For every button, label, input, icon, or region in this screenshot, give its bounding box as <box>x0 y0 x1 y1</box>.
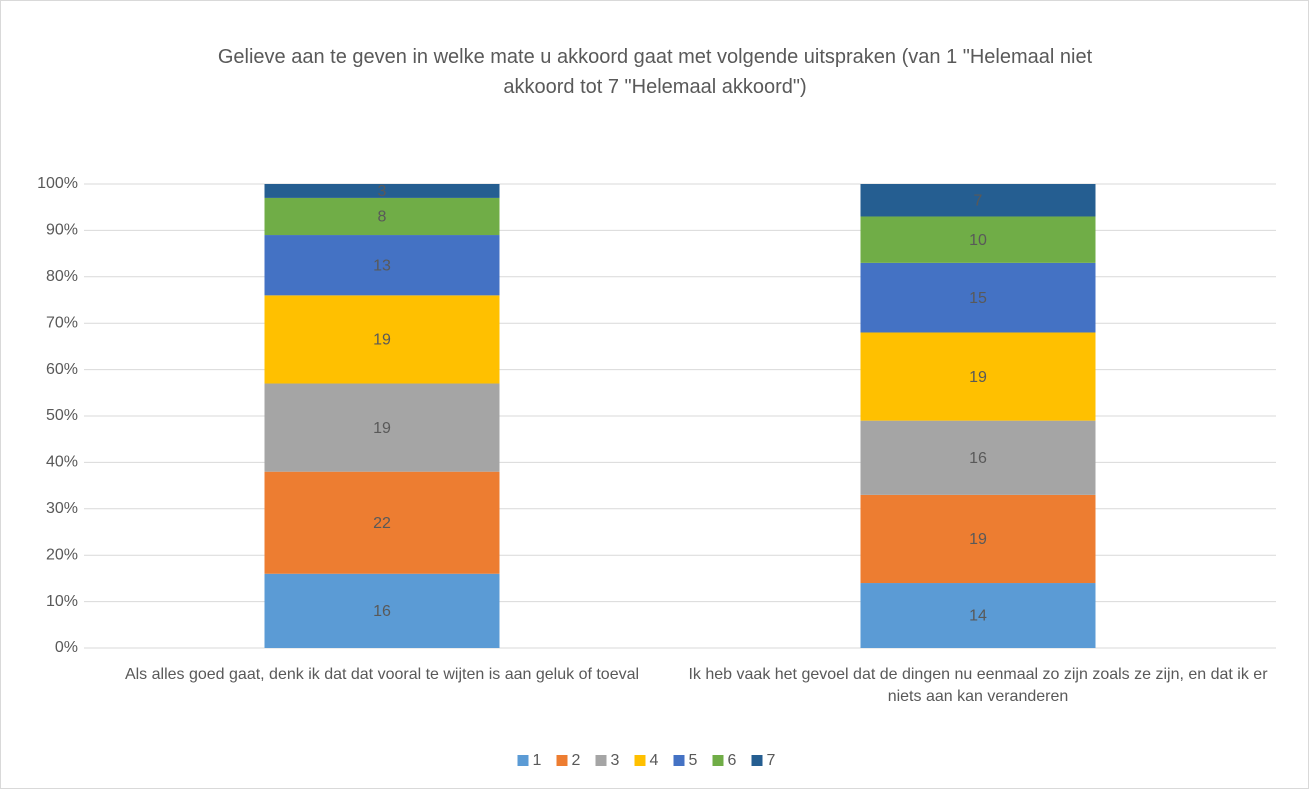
legend-label: 5 <box>689 752 698 769</box>
bar-segment <box>860 332 1096 421</box>
y-tick-label: 80% <box>46 268 78 285</box>
data-label: 14 <box>969 608 987 625</box>
data-label: 13 <box>373 257 391 274</box>
data-label: 3 <box>378 183 387 200</box>
legend-label: 7 <box>767 752 776 769</box>
data-label: 19 <box>969 369 987 386</box>
data-label: 7 <box>974 192 983 209</box>
legend-swatch <box>517 755 529 766</box>
y-tick-label: 0% <box>55 639 78 656</box>
data-label: 16 <box>373 603 391 620</box>
y-tick-label: 40% <box>46 454 78 471</box>
y-tick-label: 10% <box>46 593 78 610</box>
bar-segment <box>860 494 1096 584</box>
bar-segment <box>264 295 500 384</box>
legend-label: 4 <box>650 752 659 769</box>
legend-swatch <box>673 755 685 766</box>
data-label: 22 <box>373 515 391 532</box>
legend-label: 2 <box>572 752 581 769</box>
bar-segment <box>860 262 1096 333</box>
x-tick-label: Als alles goed gaat, denk ik dat dat voo… <box>124 666 640 683</box>
bar-segment <box>264 235 500 296</box>
bar-segment <box>860 216 1096 263</box>
legend-swatch <box>634 755 646 766</box>
data-label: 8 <box>378 209 387 226</box>
y-tick-label: 50% <box>46 407 78 424</box>
bar-segment <box>264 471 500 574</box>
bar-segment <box>264 197 500 236</box>
bar-segment <box>860 420 1096 495</box>
bar-segment <box>860 583 1096 648</box>
y-tick-label: 90% <box>46 222 78 239</box>
data-label: 19 <box>373 332 391 349</box>
y-tick-label: 30% <box>46 500 78 517</box>
x-tick-label: Ik heb vaak het gevoel dat de dingen nu … <box>688 666 1268 706</box>
bar-segment <box>264 573 500 648</box>
data-label: 16 <box>969 450 987 467</box>
legend-swatch <box>556 755 568 766</box>
legend-label: 1 <box>533 752 542 769</box>
data-label: 15 <box>969 290 987 307</box>
data-label: 10 <box>969 232 987 249</box>
legend-swatch <box>751 755 763 766</box>
legend-swatch <box>595 755 607 766</box>
legend-swatch <box>712 755 724 766</box>
y-tick-label: 20% <box>46 546 78 563</box>
bar-segment <box>860 184 1096 217</box>
y-tick-label: 70% <box>46 314 78 331</box>
y-tick-label: 60% <box>46 361 78 378</box>
data-label: 19 <box>969 531 987 548</box>
bar-segment <box>264 383 500 472</box>
legend-label: 3 <box>611 752 620 769</box>
legend-label: 6 <box>728 752 737 769</box>
data-label: 19 <box>373 420 391 437</box>
bar-segment <box>264 184 500 198</box>
chart-title: Gelieve aan te geven in welke mate u akk… <box>217 46 1093 98</box>
y-tick-label: 100% <box>37 175 78 192</box>
